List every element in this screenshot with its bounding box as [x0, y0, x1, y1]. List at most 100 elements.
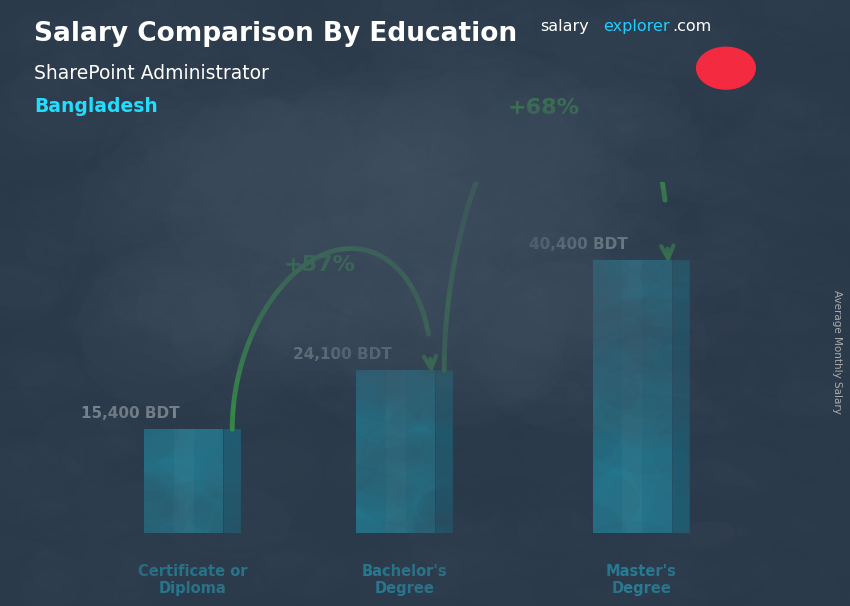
Ellipse shape — [776, 47, 819, 72]
Ellipse shape — [224, 24, 328, 86]
Ellipse shape — [371, 120, 487, 189]
Ellipse shape — [754, 116, 808, 148]
Ellipse shape — [0, 411, 85, 501]
Ellipse shape — [513, 242, 570, 276]
Ellipse shape — [810, 221, 850, 249]
Ellipse shape — [591, 327, 748, 421]
Ellipse shape — [379, 196, 524, 282]
FancyBboxPatch shape — [144, 429, 224, 533]
Ellipse shape — [645, 233, 752, 297]
Ellipse shape — [504, 351, 638, 432]
Ellipse shape — [503, 182, 620, 270]
Ellipse shape — [0, 233, 85, 308]
Ellipse shape — [274, 348, 366, 403]
FancyBboxPatch shape — [173, 429, 194, 533]
Text: SharePoint Administrator: SharePoint Administrator — [34, 64, 269, 82]
Ellipse shape — [414, 143, 543, 221]
Ellipse shape — [711, 41, 815, 104]
Ellipse shape — [119, 530, 200, 579]
Ellipse shape — [187, 134, 275, 200]
Text: Master's
Degree: Master's Degree — [606, 564, 677, 596]
Ellipse shape — [522, 134, 630, 199]
Ellipse shape — [471, 0, 554, 35]
Ellipse shape — [736, 130, 850, 225]
Ellipse shape — [785, 443, 837, 474]
Ellipse shape — [620, 196, 724, 259]
Ellipse shape — [103, 561, 237, 606]
Ellipse shape — [100, 378, 234, 458]
Ellipse shape — [251, 217, 434, 355]
Ellipse shape — [354, 205, 413, 241]
Ellipse shape — [0, 0, 91, 40]
Ellipse shape — [685, 0, 745, 23]
Ellipse shape — [585, 296, 715, 374]
Ellipse shape — [672, 401, 729, 435]
Ellipse shape — [371, 195, 427, 228]
Ellipse shape — [785, 58, 843, 93]
Ellipse shape — [20, 542, 147, 606]
Ellipse shape — [269, 49, 350, 98]
Ellipse shape — [490, 87, 703, 247]
Ellipse shape — [58, 0, 156, 58]
Ellipse shape — [757, 537, 811, 569]
Ellipse shape — [572, 2, 722, 92]
Ellipse shape — [413, 473, 570, 568]
Text: 15,400 BDT: 15,400 BDT — [81, 406, 179, 421]
Ellipse shape — [377, 510, 522, 598]
Ellipse shape — [30, 159, 156, 235]
Ellipse shape — [182, 194, 384, 345]
Ellipse shape — [96, 175, 182, 227]
Ellipse shape — [787, 0, 850, 32]
Ellipse shape — [479, 195, 595, 265]
Ellipse shape — [433, 147, 550, 218]
Ellipse shape — [26, 241, 68, 266]
Ellipse shape — [267, 123, 416, 213]
Ellipse shape — [430, 398, 536, 462]
Ellipse shape — [115, 87, 229, 155]
Ellipse shape — [19, 356, 143, 430]
Text: 24,100 BDT: 24,100 BDT — [292, 347, 391, 362]
Ellipse shape — [57, 398, 178, 470]
Ellipse shape — [400, 279, 479, 338]
Ellipse shape — [542, 257, 629, 309]
Ellipse shape — [462, 277, 593, 356]
Text: Average Monthly Salary: Average Monthly Salary — [832, 290, 842, 413]
Ellipse shape — [526, 93, 638, 176]
Ellipse shape — [250, 551, 331, 600]
Ellipse shape — [138, 138, 243, 216]
Ellipse shape — [494, 371, 585, 425]
Ellipse shape — [574, 365, 712, 449]
Ellipse shape — [314, 284, 453, 367]
Ellipse shape — [443, 291, 595, 382]
Ellipse shape — [489, 96, 567, 155]
Ellipse shape — [368, 0, 464, 38]
Text: +57%: +57% — [284, 255, 355, 275]
Ellipse shape — [19, 166, 138, 237]
Ellipse shape — [22, 275, 93, 317]
Ellipse shape — [0, 305, 66, 384]
Ellipse shape — [363, 348, 432, 389]
Ellipse shape — [16, 173, 150, 253]
Ellipse shape — [663, 1, 712, 30]
Ellipse shape — [704, 80, 803, 139]
Ellipse shape — [604, 259, 755, 350]
Ellipse shape — [0, 400, 68, 475]
Ellipse shape — [465, 490, 541, 535]
Ellipse shape — [201, 438, 323, 511]
Ellipse shape — [43, 22, 100, 56]
Ellipse shape — [416, 489, 476, 525]
Ellipse shape — [700, 220, 756, 253]
Ellipse shape — [15, 0, 145, 69]
Ellipse shape — [190, 233, 241, 264]
Ellipse shape — [150, 228, 261, 295]
Ellipse shape — [0, 15, 103, 79]
Ellipse shape — [19, 105, 112, 161]
Ellipse shape — [146, 27, 246, 87]
Ellipse shape — [473, 227, 562, 281]
Ellipse shape — [245, 28, 404, 123]
Ellipse shape — [0, 192, 144, 287]
Ellipse shape — [132, 8, 283, 98]
Ellipse shape — [284, 383, 385, 444]
Ellipse shape — [61, 434, 141, 482]
Ellipse shape — [546, 0, 679, 62]
